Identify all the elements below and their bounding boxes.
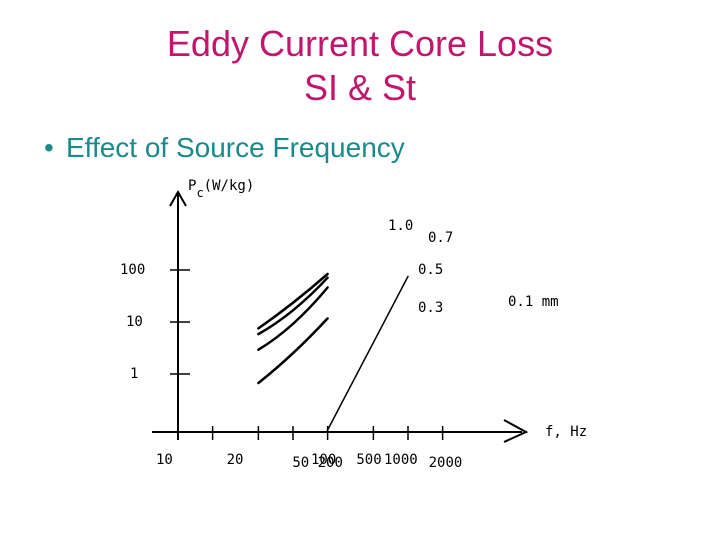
x-axis-label: f, Hz [545,424,587,440]
x-tick-label-50: 50 [292,455,309,471]
series-line-0-7 [257,276,329,336]
title-line-1: Eddy Current Core Loss [166,23,554,64]
y-tick-label-100: 100 [120,262,145,278]
series-label-0-5: 0.5 [418,262,443,278]
x-axis-arrow [503,419,529,443]
series-label-1-0: 1.0 [388,218,413,234]
y-axis-label: Pc(W/kg) [188,178,254,200]
series-line-0-3 [257,317,329,385]
bullet-marker: • [44,132,54,163]
x-tick-label-500: 500 [356,452,381,468]
x-tick-label-20: 20 [227,452,244,468]
x-tick-label-1000: 1000 [384,452,418,468]
slide-title: Eddy Current Core Loss SI & St [0,22,720,110]
x-tick-label-200: 200 [318,455,343,471]
y-axis-arrow [169,189,187,207]
x-tick-label-2000: 2000 [429,455,463,471]
series-line-0-5 [257,286,329,351]
x-tick-label-10: 10 [156,452,173,468]
y-tick-label-1: 1 [130,366,138,382]
series-label-0-1-mm: 0.1 mm [508,294,559,310]
bullet-item: • Effect of Source Frequency [44,132,405,164]
bullet-text: Effect of Source Frequency [66,132,405,163]
x-tick-label-100: 100 [311,452,336,468]
series-label-0-3: 0.3 [418,300,443,316]
series-label-0-7: 0.7 [428,230,453,246]
title-line-2: SI & St [303,67,417,108]
y-tick-label-10: 10 [126,314,143,330]
series-line-1-0 [257,272,329,330]
series-line-0-1-mm [326,275,409,431]
